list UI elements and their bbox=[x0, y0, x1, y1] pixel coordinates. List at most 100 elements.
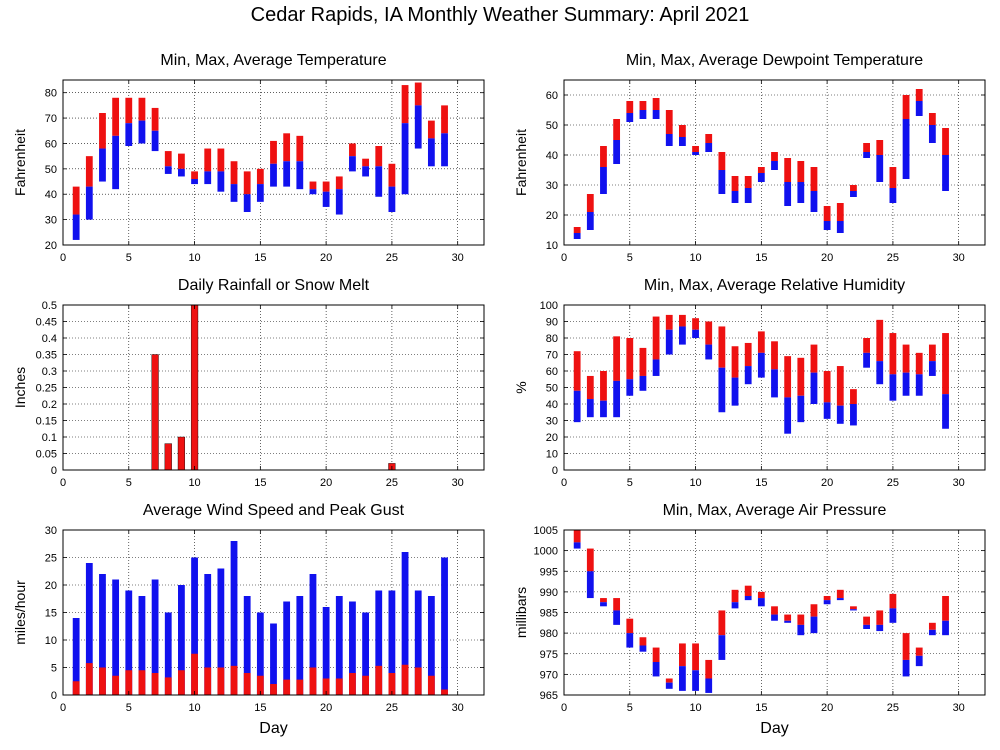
avg-min-bar bbox=[639, 645, 647, 652]
y-tick-label: 15 bbox=[45, 608, 57, 620]
max-avg-bar bbox=[718, 610, 726, 636]
max-avg-bar bbox=[744, 342, 752, 367]
avg-min-bar bbox=[401, 123, 409, 195]
avg-min-bar bbox=[256, 184, 264, 202]
y-tick-label: 10 bbox=[45, 635, 57, 647]
max-avg-bar bbox=[414, 82, 422, 106]
avg-min-bar bbox=[731, 602, 739, 609]
max-avg-bar bbox=[309, 181, 317, 190]
avg-min-bar bbox=[309, 189, 317, 195]
x-tick-label: 30 bbox=[953, 252, 965, 264]
max-avg-bar bbox=[600, 598, 607, 603]
avg-min-bar bbox=[112, 135, 120, 190]
y-tick-label: 0.35 bbox=[36, 350, 57, 362]
y-tick-label: 30 bbox=[546, 180, 558, 192]
gust-bar bbox=[427, 596, 435, 695]
avg-min-bar bbox=[665, 682, 673, 689]
avg-wind-bar bbox=[191, 653, 198, 695]
rain-bar bbox=[151, 354, 159, 471]
avg-wind-bar bbox=[441, 689, 448, 695]
avg-min-bar bbox=[679, 326, 686, 345]
x-tick-label: 5 bbox=[627, 252, 633, 264]
avg-min-bar bbox=[679, 666, 686, 691]
y-tick-label: 10 bbox=[546, 240, 558, 252]
avg-min-bar bbox=[600, 167, 607, 194]
rain-bar bbox=[164, 443, 172, 471]
avg-min-bar bbox=[243, 194, 251, 212]
avg-wind-bar bbox=[322, 678, 330, 695]
y-tick-label: 70 bbox=[546, 350, 558, 362]
x-tick-label: 15 bbox=[755, 702, 767, 714]
gust-bar bbox=[72, 618, 80, 695]
avg-min-bar bbox=[705, 344, 713, 360]
dewpoint-panel: Min, Max, Average Dewpoint Temperature 10… bbox=[513, 52, 986, 264]
y-tick-label: 975 bbox=[540, 649, 558, 661]
max-avg-bar bbox=[335, 176, 343, 190]
avg-min-bar bbox=[902, 372, 910, 396]
x-tick-label: 20 bbox=[320, 702, 332, 714]
temperature-panel: Min, Max, Average Temperature20304050607… bbox=[12, 52, 485, 264]
y-axis-label: Inches bbox=[12, 367, 28, 408]
max-avg-bar bbox=[112, 97, 120, 136]
x-tick-label: 5 bbox=[627, 702, 633, 714]
max-avg-bar bbox=[573, 351, 581, 391]
avg-min-bar bbox=[810, 616, 818, 634]
avg-min-bar bbox=[586, 212, 594, 230]
avg-wind-bar bbox=[138, 670, 146, 695]
max-avg-bar bbox=[836, 589, 844, 599]
avg-min-bar bbox=[375, 166, 383, 197]
avg-min-bar bbox=[757, 173, 765, 182]
max-avg-bar bbox=[731, 346, 739, 378]
max-avg-bar bbox=[797, 161, 805, 182]
max-avg-bar bbox=[72, 186, 80, 215]
max-avg-bar bbox=[296, 135, 304, 162]
avg-wind-bar bbox=[335, 678, 343, 695]
avg-min-bar bbox=[863, 352, 870, 368]
avg-min-bar bbox=[942, 155, 949, 191]
avg-min-bar bbox=[942, 620, 949, 636]
max-avg-bar bbox=[375, 146, 383, 167]
avg-min-bar bbox=[692, 152, 699, 155]
avg-min-bar bbox=[889, 608, 897, 623]
max-avg-bar bbox=[256, 168, 264, 185]
avg-min-bar bbox=[928, 629, 936, 636]
gust-bar bbox=[414, 590, 422, 695]
max-avg-bar bbox=[757, 167, 765, 173]
y-tick-label: 80 bbox=[45, 88, 57, 100]
max-avg-bar bbox=[639, 347, 647, 376]
y-tick-label: 20 bbox=[546, 432, 558, 444]
max-avg-bar bbox=[810, 604, 818, 617]
avg-wind-bar bbox=[401, 664, 409, 695]
max-avg-bar bbox=[573, 227, 581, 233]
max-avg-bar bbox=[823, 206, 831, 221]
x-tick-label: 30 bbox=[953, 702, 965, 714]
y-tick-label: 60 bbox=[45, 138, 57, 150]
avg-min-bar bbox=[771, 614, 778, 621]
x-axis-label: Day bbox=[760, 720, 788, 737]
max-avg-bar bbox=[586, 375, 594, 400]
avg-min-bar bbox=[322, 191, 330, 207]
gust-bar bbox=[256, 612, 264, 695]
max-avg-bar bbox=[388, 163, 396, 187]
max-avg-bar bbox=[797, 614, 805, 625]
y-tick-label: 50 bbox=[45, 164, 57, 176]
y-tick-label: 30 bbox=[45, 215, 57, 227]
max-avg-bar bbox=[665, 678, 673, 683]
avg-wind-bar bbox=[204, 667, 212, 695]
gust-bar bbox=[99, 574, 106, 695]
avg-min-bar bbox=[836, 221, 844, 233]
y-axis-label: % bbox=[513, 381, 529, 393]
avg-min-bar bbox=[639, 110, 647, 119]
max-avg-bar bbox=[679, 643, 686, 667]
gust-bar bbox=[164, 612, 172, 695]
max-avg-bar bbox=[744, 176, 752, 188]
y-tick-label: 0.5 bbox=[42, 300, 57, 312]
gust-bar bbox=[335, 596, 343, 695]
avg-min-bar bbox=[85, 186, 93, 220]
max-avg-bar bbox=[718, 326, 726, 368]
avg-min-bar bbox=[915, 655, 923, 667]
panel-title: Daily Rainfall or Snow Melt bbox=[178, 277, 370, 294]
max-avg-bar bbox=[178, 153, 185, 169]
avg-min-bar bbox=[915, 101, 923, 116]
avg-wind-bar bbox=[151, 673, 159, 695]
